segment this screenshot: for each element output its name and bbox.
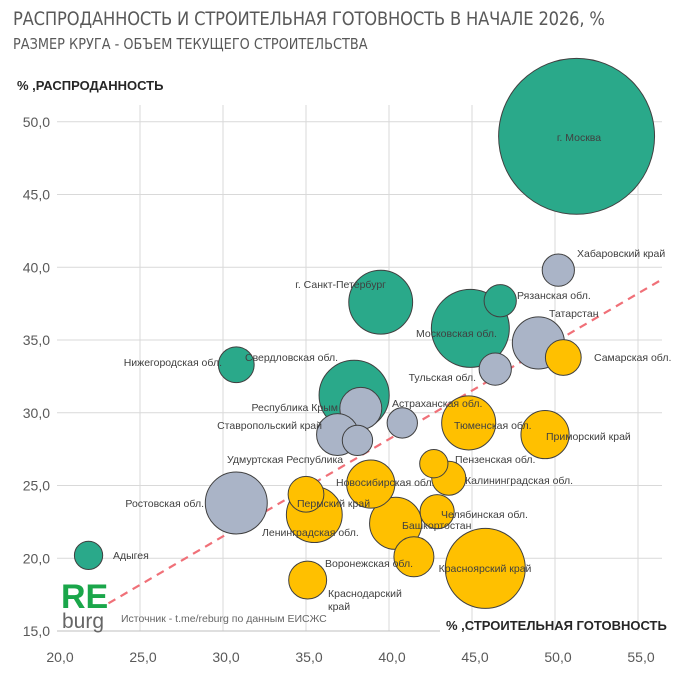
logo-re: RE — [61, 578, 108, 616]
bubble-label: Тюменская обл. — [454, 420, 532, 432]
x-tick-label: 45,0 — [461, 649, 488, 665]
bubble-label: Воронежская обл. — [325, 558, 413, 570]
bubble-label: Удмуртская Республика — [227, 454, 343, 466]
x-tick-label: 30,0 — [212, 649, 239, 665]
logo-burg: burg — [62, 610, 104, 633]
bubble-label: Ростовская обл. — [125, 498, 204, 510]
bubble-label: Приморский край — [546, 431, 631, 443]
bubble — [204, 471, 268, 535]
y-axis-label: % ,РАСПРОДАННОСТЬ — [17, 78, 163, 93]
bubble — [348, 269, 414, 335]
y-tick-label: 35,0 — [23, 332, 50, 348]
bubble-label: Самарская обл. — [594, 352, 671, 364]
bubble — [341, 424, 374, 457]
y-tick-label: 45,0 — [23, 187, 50, 203]
bubble — [386, 407, 418, 439]
bubble-label: Астраханская обл. — [392, 398, 482, 410]
source-note: Источник - t.me/reburg по данным ЕИСЖС — [121, 613, 327, 625]
chart-title: РАСПРОДАННОСТЬ И СТРОИТЕЛЬНАЯ ГОТОВНОСТЬ… — [13, 8, 605, 30]
bubble — [520, 409, 570, 460]
bubble — [73, 540, 104, 570]
bubble — [419, 494, 455, 530]
chart-subtitle: РАЗМЕР КРУГА - ОБЪЕМ ТЕКУЩЕГО СТРОИТЕЛЬС… — [13, 35, 368, 53]
y-tick-label: 20,0 — [23, 550, 50, 566]
bubble-label: Рязанская обл. — [517, 290, 591, 302]
x-tick-label: 20,0 — [46, 649, 73, 665]
label-line: Краснодарский — [328, 588, 402, 600]
bubble-label: Московская обл. — [416, 328, 497, 340]
x-tick-label: 40,0 — [378, 649, 405, 665]
bubble — [498, 57, 656, 215]
label-line: край — [328, 601, 350, 613]
bubble-label: Краснодарский край — [328, 588, 402, 613]
tick-labels: 15,0 20,0 25,0 30,0 35,0 40,0 45,0 50,0 20,0 25,0… — [23, 114, 655, 665]
bubble — [478, 352, 512, 386]
bubble-label: Ленинградская обл. — [262, 527, 359, 539]
bubble — [346, 459, 396, 509]
bubble-labels: г. Москва Хабаровский край Рязанская обл. г… — [113, 132, 671, 613]
y-tick-label: 15,0 — [23, 623, 50, 639]
bubble-label: Калининградская обл. — [465, 475, 573, 487]
bubble-label: г. Санкт-Петербург — [295, 279, 386, 291]
bubble — [287, 475, 325, 513]
bubble-label: Пермский край — [297, 498, 370, 510]
bubble-label: Челябинская обл. — [441, 509, 528, 521]
bubble — [544, 339, 582, 376]
bubble-label: Новосибирская обл. — [336, 477, 435, 489]
x-tick-label: 50,0 — [544, 649, 571, 665]
bubble — [441, 395, 497, 451]
bubble — [288, 560, 328, 600]
bubble — [444, 527, 526, 609]
bubbles — [73, 57, 656, 609]
bubble-label: Нижегородская обл. — [124, 357, 222, 369]
y-tick-label: 25,0 — [23, 478, 50, 494]
bubble-label: Ставропольский край — [217, 420, 322, 432]
bubble-label: Адыгея — [113, 550, 149, 562]
bubble-label: Республика Крым — [251, 402, 338, 414]
reburg-logo: RE burg — [61, 578, 108, 633]
x-axis-label: % ,СТРОИТЕЛЬНАЯ ГОТОВНОСТЬ — [446, 618, 667, 633]
x-tick-label: 35,0 — [295, 649, 322, 665]
bubble-label: г. Москва — [557, 132, 601, 144]
bubble-label: Пензенская обл. — [455, 454, 535, 466]
bubble-label: Красноярский край — [439, 563, 532, 575]
y-tick-label: 40,0 — [23, 259, 50, 275]
bubble — [541, 253, 575, 287]
bubble-label: Башкортостан — [402, 520, 472, 532]
bubble-label: Свердловская обл. — [245, 352, 338, 364]
bubble — [393, 536, 435, 578]
x-tick-label: 55,0 — [627, 649, 654, 665]
bubble-label: Хабаровский край — [577, 248, 665, 260]
y-tick-label: 30,0 — [23, 405, 50, 421]
trend-line — [107, 277, 664, 605]
bubble-label: Татарстан — [549, 308, 599, 320]
bubble — [483, 284, 517, 318]
bubble-label: Тульская обл. — [409, 372, 476, 384]
y-tick-label: 50,0 — [23, 114, 50, 130]
bubble — [419, 449, 449, 479]
bubble — [217, 346, 255, 384]
x-tick-label: 25,0 — [129, 649, 156, 665]
